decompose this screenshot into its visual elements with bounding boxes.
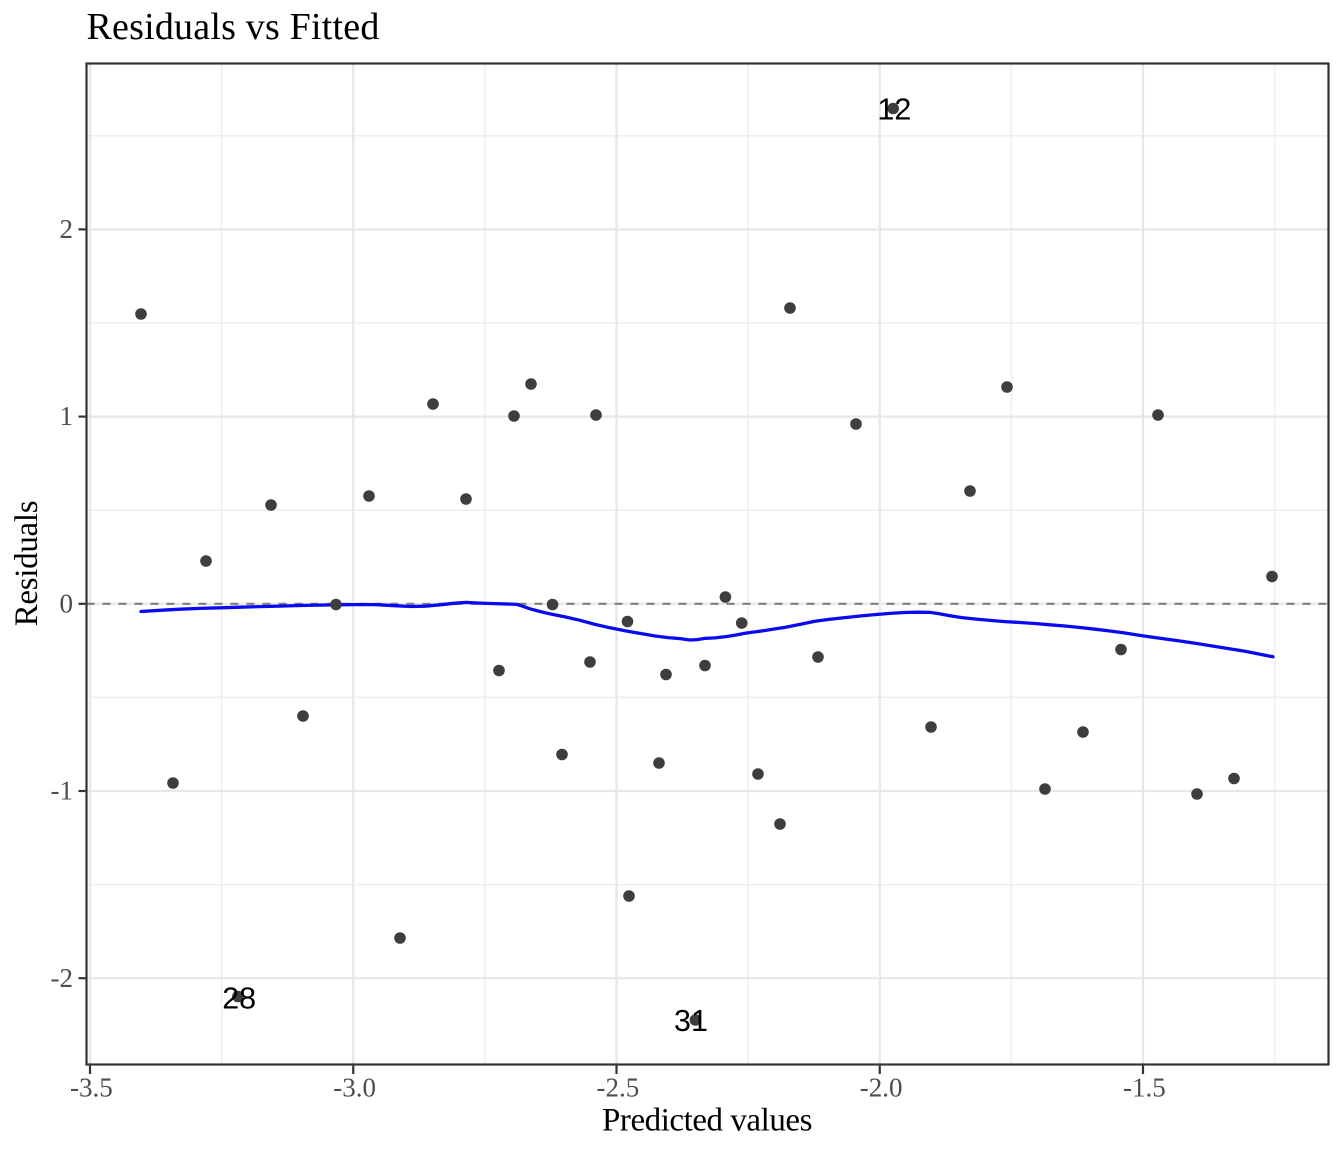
svg-text:Residuals: Residuals bbox=[9, 501, 45, 627]
svg-text:0: 0 bbox=[60, 588, 74, 618]
svg-text:-1.5: -1.5 bbox=[1123, 1073, 1166, 1103]
svg-text:-3.5: -3.5 bbox=[70, 1073, 113, 1103]
svg-text:2: 2 bbox=[60, 214, 74, 244]
svg-text:-2.5: -2.5 bbox=[597, 1073, 640, 1103]
svg-text:Residuals vs Fitted: Residuals vs Fitted bbox=[87, 6, 380, 48]
svg-text:-3.0: -3.0 bbox=[333, 1073, 376, 1103]
svg-text:-2: -2 bbox=[51, 963, 74, 993]
svg-text:31: 31 bbox=[674, 1004, 708, 1038]
svg-text:28: 28 bbox=[222, 982, 256, 1016]
svg-text:-2.0: -2.0 bbox=[860, 1073, 903, 1103]
svg-text:1: 1 bbox=[60, 401, 74, 431]
svg-text:12: 12 bbox=[877, 93, 911, 127]
svg-text:-1: -1 bbox=[51, 776, 74, 806]
svg-text:Predicted values: Predicted values bbox=[602, 1103, 812, 1139]
